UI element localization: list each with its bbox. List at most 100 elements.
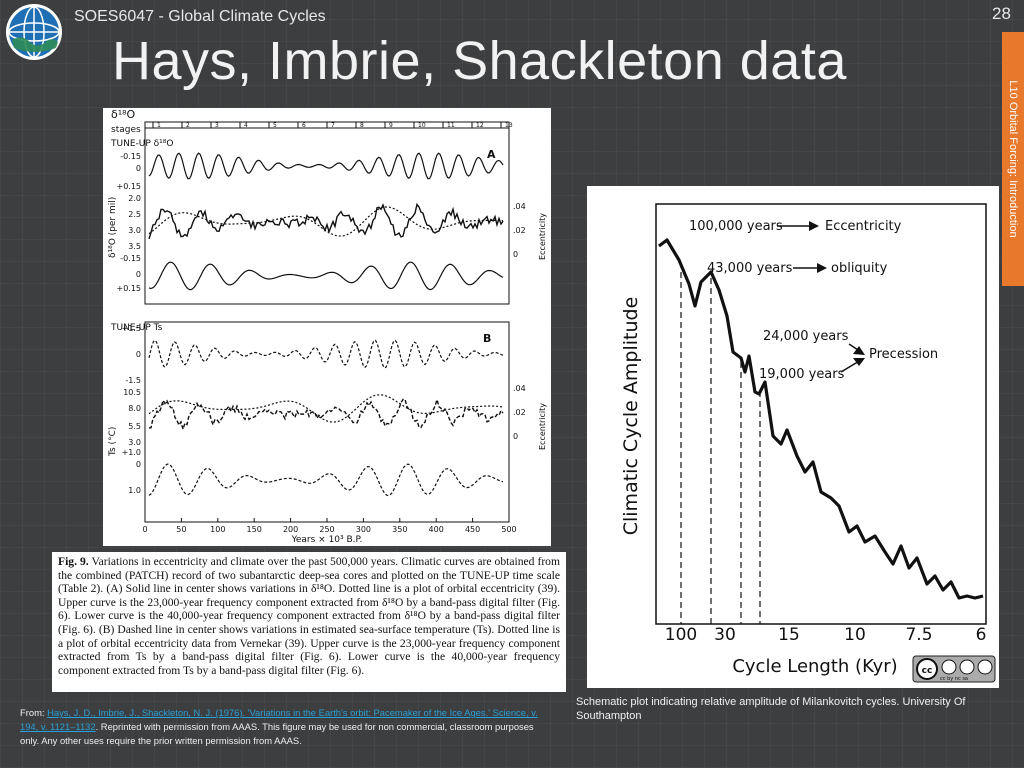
- slide-number: 28: [992, 4, 1011, 23]
- stage-number: 13: [505, 122, 513, 129]
- caption-body: Variations in eccentricity and climate o…: [58, 555, 560, 677]
- panel-b-23k-filtered-curve: [148, 339, 504, 369]
- y-tick-label: -0.15: [120, 254, 141, 263]
- cycle-length-axis-label: Cycle Length (Kyr): [732, 656, 897, 677]
- y-tick-label: 2.5: [128, 210, 141, 219]
- amplitude-axis-label: Climatic Cycle Amplitude: [620, 297, 642, 536]
- x-tick-label: 0: [142, 525, 147, 534]
- y-tick-label: 5.5: [128, 422, 141, 431]
- cycle-length-tick-label: 7.5: [905, 625, 932, 645]
- stage-number: 10: [418, 122, 426, 129]
- y-tick-label: +0.15: [116, 182, 141, 191]
- right-figure-credit: Schematic plot indicating relative ampli…: [576, 696, 966, 722]
- y-tick-label: 1.0: [128, 486, 141, 495]
- license-badge-text: cc by nc sa: [940, 676, 968, 682]
- credit-prefix: From:: [20, 707, 48, 718]
- stage-number: 9: [389, 122, 393, 129]
- eccentricity-tick-label: .04: [513, 384, 526, 393]
- panel-b-ts-curve: [148, 397, 504, 432]
- eccentricity-tick-label: 0: [513, 432, 518, 441]
- cycle-length-tick-label: 6: [976, 625, 987, 645]
- y-tick-label: 2.0: [128, 194, 141, 203]
- stage-number: 11: [447, 122, 455, 129]
- panel-b-tune-label: TUNE-UP Ts: [110, 323, 163, 333]
- panel-a-23k-filtered-curve: [148, 152, 504, 180]
- eccentricity-arrowhead-icon: [809, 221, 819, 231]
- obliquity-name-label: obliquity: [831, 261, 888, 276]
- y-tick-label: 3.0: [128, 438, 141, 447]
- x-tick-label: 350: [392, 525, 407, 534]
- x-tick-label: 200: [283, 525, 298, 534]
- y-tick-label: +1.5: [122, 324, 141, 333]
- slide-title: Hays, Imbrie, Shackleton data: [112, 31, 847, 91]
- panel-a-41k-filtered-curve: [148, 261, 504, 291]
- x-tick-label: 50: [176, 525, 186, 534]
- caption-figure-label: Fig. 9.: [58, 555, 89, 568]
- left-figure-credit: From: Hays, J. D., Imbrie, J., Shackleto…: [20, 706, 550, 748]
- panel-a-delta-o18-curve: [148, 202, 504, 240]
- x-axis-label-years-bp: Years × 10³ B.P.: [291, 535, 363, 545]
- precession-24k-label: 24,000 years: [763, 329, 849, 344]
- obliquity-period-label: 43,000 years: [707, 261, 793, 276]
- panel-a-eccentricity-curve: [148, 206, 504, 237]
- eccentricity-tick-label: .04: [513, 202, 526, 211]
- y-tick-label: 0: [136, 164, 141, 173]
- svg-text:cc: cc: [922, 666, 933, 676]
- delta-o18-label: δ¹⁸O: [111, 108, 136, 121]
- stage-number: 1: [157, 122, 161, 129]
- panel-b-eccentricity-label: Eccentricity: [538, 403, 547, 450]
- panel-a-y-axis-label: δ¹⁸O (per mil): [108, 197, 118, 258]
- precession-arrowhead-upper-icon: [853, 346, 865, 355]
- y-tick-label: 8.0: [128, 404, 141, 413]
- creative-commons-badge-icon: cc cc by nc sa: [912, 655, 996, 683]
- panel-b-y-axis-label: Ts (°C): [108, 427, 118, 457]
- x-tick-label: 300: [356, 525, 371, 534]
- cycle-length-tick-label: 100: [665, 625, 697, 645]
- eccentricity-tick-label: 0: [513, 250, 518, 259]
- stage-number: 5: [273, 122, 277, 129]
- panel-b-letter: B: [483, 332, 491, 345]
- panel-a-eccentricity-label: Eccentricity: [538, 213, 547, 260]
- eccentricity-tick-label: .02: [513, 408, 526, 417]
- lecture-side-tab: L10 Orbital Forcing: Introduction: [1002, 32, 1024, 286]
- figure-caption-box: Fig. 9. Variations in eccentricity and c…: [52, 552, 566, 692]
- y-tick-label: 10.5: [123, 388, 141, 397]
- x-tick-label: 250: [319, 525, 334, 534]
- university-globe-logo: [6, 4, 62, 60]
- y-tick-label: +1.0: [122, 448, 141, 457]
- y-tick-label: -0.15: [120, 152, 141, 161]
- eccentricity-period-label: 100,000 years: [689, 219, 783, 234]
- y-tick-label: 3.0: [128, 226, 141, 235]
- amplitude-spectrum-curve: [658, 238, 984, 600]
- cycle-length-tick-label: 15: [778, 625, 800, 645]
- precession-arrowhead-lower-icon: [853, 358, 865, 366]
- stage-number: 7: [331, 122, 335, 129]
- panel-b-41k-filtered-curve: [148, 463, 504, 497]
- y-tick-label: 0: [136, 350, 141, 359]
- y-tick-label: 0: [136, 270, 141, 279]
- panel-a-tune-label: TUNE-UP δ¹⁸O: [110, 139, 173, 149]
- figure-caption: Fig. 9. Variations in eccentricity and c…: [58, 555, 560, 677]
- milankovitch-amplitude-plot: Climatic Cycle Amplitude 100 30 15 10 7.5 6 C…: [587, 186, 999, 688]
- course-title: SOES6047 - Global Climate Cycles: [74, 8, 326, 25]
- y-tick-label: 0: [136, 460, 141, 469]
- precession-19k-label: 19,000 years: [759, 367, 845, 382]
- eccentricity-tick-label: .02: [513, 226, 526, 235]
- citation-link[interactable]: Hays, J. D., Imbrie, J., Shackleton, N. …: [20, 707, 538, 732]
- cycle-length-tick-label: 10: [844, 625, 866, 645]
- panel-b-eccentricity-curve: [148, 394, 504, 423]
- stage-number: 8: [360, 122, 364, 129]
- precession-name-label: Precession: [869, 347, 938, 362]
- x-tick-label: 100: [210, 525, 225, 534]
- stage-number: 6: [302, 122, 306, 129]
- panel-a-letter: A: [487, 148, 496, 161]
- y-tick-label: -1.5: [125, 376, 141, 385]
- stage-number: 3: [215, 122, 219, 129]
- y-tick-label: +0.15: [116, 284, 141, 293]
- cycle-length-tick-label: 30: [714, 625, 736, 645]
- x-tick-label: 500: [501, 525, 516, 534]
- obliquity-arrowhead-icon: [817, 263, 827, 273]
- credit-permission-text: . Reprinted with permission from AAAS. T…: [20, 721, 534, 746]
- stage-number: 2: [186, 122, 190, 129]
- hays-imbrie-shackleton-figure: 1 2 3 4 5 6 7 8 9 10 11 12 13 δ¹⁸O stages TUNE-UP δ¹…: [103, 108, 551, 546]
